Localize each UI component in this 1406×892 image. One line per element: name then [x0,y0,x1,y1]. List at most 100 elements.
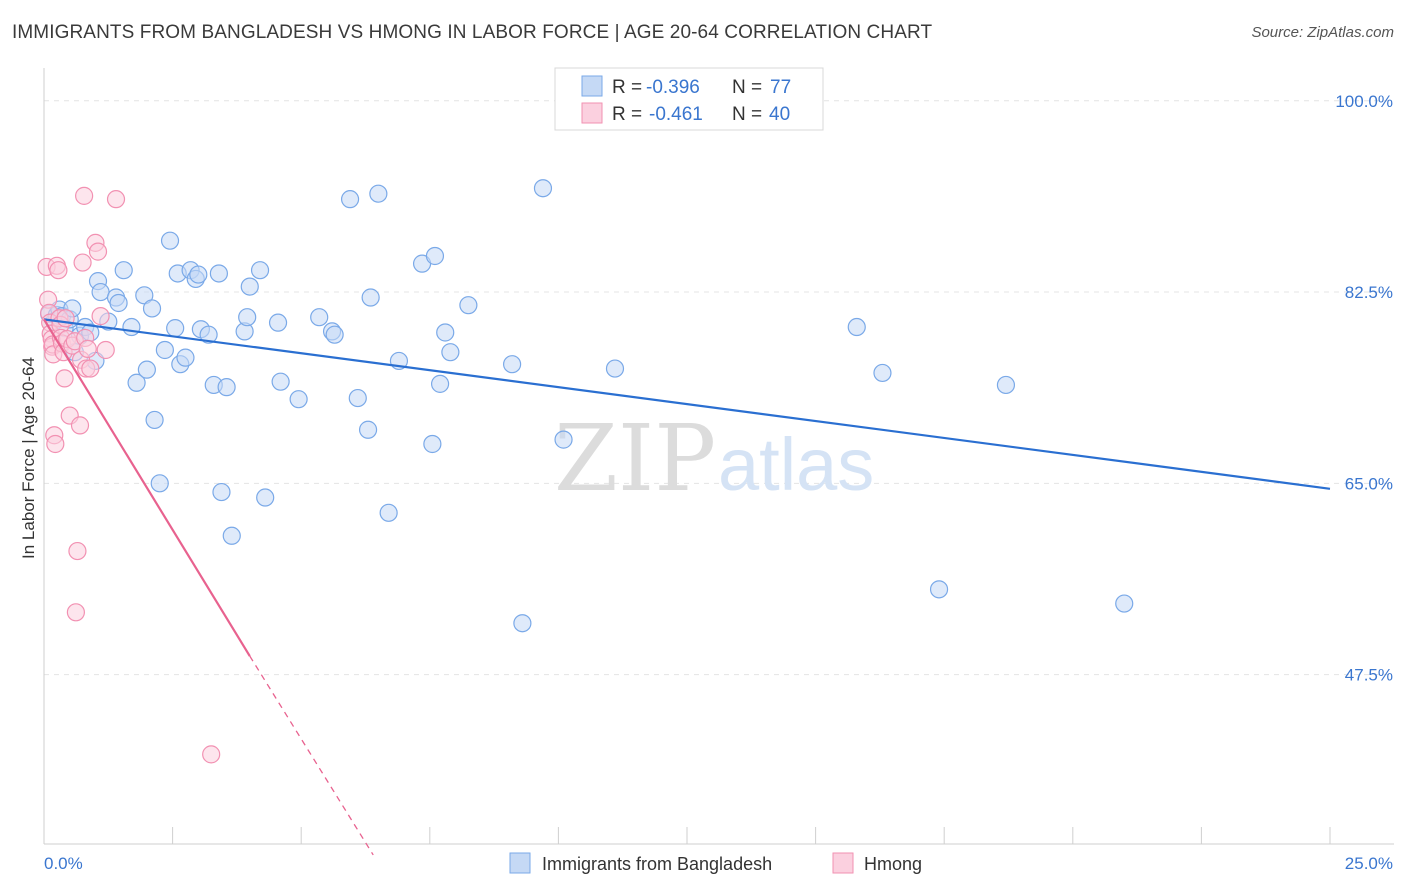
bangladesh-point [873,363,892,383]
x-tick-label-min: 0.0% [44,854,83,873]
bangladesh-point [1115,594,1134,613]
hmong-trend-extension [249,655,374,856]
bangladesh-point [209,264,228,283]
legend-r-value-hmong: -0.461 [649,104,703,125]
hmong-point [56,309,75,328]
hmong-points [37,186,221,764]
stats-legend: R = -0.396 N = 77 R = -0.461 N = 40 [554,67,824,131]
hmong-point [75,186,94,205]
legend-r-label-hmong: R = [612,104,642,125]
legend-n-value-hmong: 40 [769,104,790,125]
bangladesh-point [325,325,344,344]
bangladesh-point [268,313,288,332]
hmong-point [46,434,65,454]
bangladesh-point [513,614,532,633]
bangladesh-point [847,317,866,337]
bangladesh-trend-line [43,318,1331,490]
hmong-point [66,603,85,622]
bangladesh-point [929,580,949,599]
bangladesh-point [554,430,573,449]
bangladesh-point [379,503,398,522]
bangladesh-point [142,299,162,318]
hmong-point [202,745,221,764]
bangladesh-point [137,360,156,379]
bangladesh-point [503,355,522,374]
bangladesh-point [996,375,1016,395]
legend-r-value-bangladesh: -0.396 [646,77,700,98]
bangladesh-point [423,434,442,454]
bottom-legend-swatch-hmong [832,852,854,874]
bangladesh-point [160,231,180,250]
bangladesh-point [189,265,208,284]
watermark-atlas: atlas [718,423,874,506]
hmong-point [55,369,74,388]
hmong-point [78,339,97,358]
hmong-point [96,340,115,360]
bangladesh-point [425,246,445,266]
trend-lines [43,318,1331,856]
bangladesh-point [199,325,218,344]
hmong-trend-line [43,318,251,657]
gridlines [44,100,1394,676]
bottom-legend: Immigrants from Bangladesh Hmong [509,852,922,874]
bangladesh-point [166,319,185,338]
bottom-legend-label-hmong: Hmong [864,854,922,874]
bangladesh-point [145,410,164,430]
x-tick-label-max: 25.0% [1345,854,1393,873]
bottom-legend-label-bangladesh: Immigrants from Bangladesh [542,854,772,874]
source-label: Source: ZipAtlas.com [1251,24,1394,41]
bangladesh-point [250,261,270,280]
watermark-zip: ZIP [554,405,716,512]
bangladesh-point [212,482,231,502]
bangladesh-point [289,390,308,409]
bangladesh-point [238,308,257,327]
hmong-point [68,541,87,561]
legend-n-label-bangladesh: N = [732,77,762,98]
legend-n-label-hmong: N = [732,104,762,125]
bangladesh-point [240,277,259,296]
bottom-legend-swatch-bangladesh [509,852,531,874]
hmong-point [70,416,90,435]
hmong-point [49,261,68,280]
bangladesh-point [176,348,195,367]
bangladesh-point [256,488,275,507]
chart-title: IMMIGRANTS FROM BANGLADESH VS HMONG IN L… [12,22,933,43]
bangladesh-point [441,343,460,362]
bangladesh-point [430,374,450,393]
hmong-point [81,359,100,378]
bangladesh-point [533,179,553,198]
bangladesh-point [109,293,128,313]
watermark: ZIP atlas [554,405,874,512]
hmong-point [106,190,126,209]
legend-swatch-bangladesh [581,75,603,97]
svg-text:R = -0.461 N =: R = -0.461 N = 40 [612,104,790,125]
bangladesh-point [271,372,290,391]
x-ticks [172,827,1331,844]
y-tick-labels: 47.5% 65.0% 82.5% 100.0% [1335,92,1393,685]
bangladesh-point [114,261,133,280]
bangladesh-point [217,378,236,397]
bangladesh-point [155,340,174,360]
legend-r-label-bangladesh: R = [612,77,642,98]
legend-n-value-bangladesh: 77 [770,77,791,98]
bangladesh-point [358,420,378,439]
y-tick-label: 65.0% [1345,474,1393,493]
y-tick-label: 82.5% [1345,283,1393,302]
bangladesh-point [91,282,110,302]
bangladesh-point [369,184,388,203]
axes [43,68,1394,845]
bangladesh-point [340,190,360,209]
y-tick-label: 47.5% [1345,666,1393,685]
bangladesh-point [605,359,625,378]
bangladesh-point [127,373,146,392]
bangladesh-point [436,323,455,342]
hmong-point [73,253,92,272]
bangladesh-point [348,388,367,408]
hmong-point [88,242,108,261]
hmong-point [91,307,110,326]
svg-text:R = -0.396 N =: R = -0.396 N = 77 [612,77,791,98]
bangladesh-point [459,296,478,315]
bangladesh-point [222,526,241,545]
bangladesh-point [150,474,169,493]
